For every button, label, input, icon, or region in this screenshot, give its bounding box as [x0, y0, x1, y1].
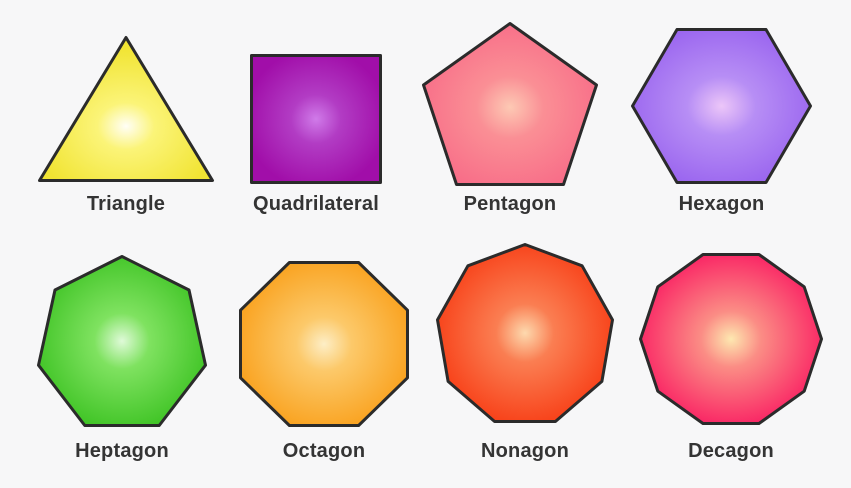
quadrilateral-shape [250, 54, 382, 184]
decagon-card: Decagon [638, 252, 824, 463]
hexagon-card: Hexagon [630, 27, 813, 216]
decagon-label: Decagon [688, 440, 774, 462]
nonagon-label: Nonagon [480, 440, 570, 462]
quadrilateral-label: Quadrilateral [253, 193, 379, 215]
quadrilateral-card: Quadrilateral [249, 53, 383, 216]
pentagon-shape [422, 22, 598, 186]
triangle-shape [38, 36, 214, 182]
hexagon-label: Hexagon [678, 193, 765, 215]
nonagon-card: Nonagon [435, 242, 615, 463]
octagon-shape [239, 261, 409, 427]
octagon-label: Octagon [282, 440, 366, 462]
heptagon-card: Heptagon [36, 254, 208, 463]
heptagon-label: Heptagon [75, 440, 169, 462]
triangle-label: Triangle [86, 193, 166, 215]
pentagon-card: Pentagon [421, 21, 599, 216]
nonagon-shape [436, 243, 614, 423]
hexagon-shape [631, 28, 812, 184]
decagon-shape [639, 253, 823, 425]
octagon-card: Octagon [238, 260, 410, 463]
pentagon-label: Pentagon [463, 193, 557, 215]
heptagon-shape [37, 255, 207, 427]
triangle-card: Triangle [37, 35, 215, 216]
